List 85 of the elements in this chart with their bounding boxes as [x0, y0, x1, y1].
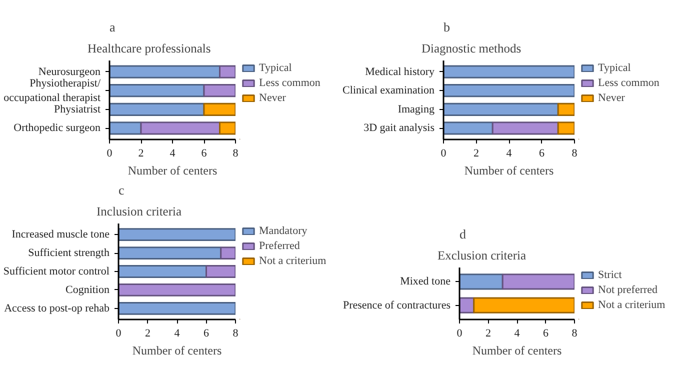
y-tick-label: Increased muscle tone	[12, 228, 110, 241]
chart-title: Exclusion criteria	[438, 248, 526, 262]
x-tick-label: 8	[572, 148, 578, 160]
x-tick-label: 6	[539, 148, 545, 160]
x-tick-label: 4	[174, 328, 180, 340]
y-tick-label: Sufficient strength	[28, 247, 110, 260]
legend-label: Not a criterium	[598, 299, 666, 311]
bar	[219, 122, 236, 135]
bar	[140, 122, 220, 135]
bar	[110, 84, 205, 98]
bar	[444, 102, 559, 116]
bar	[206, 265, 236, 278]
bar	[110, 102, 205, 116]
x-tick-label: 8	[232, 328, 239, 340]
bar	[219, 65, 236, 78]
legend-label: Typical	[598, 62, 631, 74]
chart-title: Inclusion criteria	[96, 204, 182, 218]
text: c	[118, 182, 124, 198]
x-tick-label: 0	[456, 328, 463, 340]
x-tick-label: 4	[506, 148, 512, 160]
y-tick-label: Clinical examination	[342, 84, 435, 97]
y-tick-label: Physiotherapist/ occupational therapist	[4, 77, 102, 104]
y-tick-label: Physiatrist	[54, 103, 101, 116]
x-tick-label: 4	[514, 328, 520, 340]
x-axis-title: Number of centers	[464, 164, 554, 178]
y-tick-label: Imaging	[398, 103, 435, 116]
bar	[110, 122, 142, 135]
bar	[118, 246, 222, 260]
chart-title: Healthcare professionals	[88, 42, 211, 56]
legend-label: Never	[598, 92, 625, 104]
bar	[473, 297, 574, 314]
legend-label: Strict	[598, 269, 622, 281]
legend-label: Preferred	[259, 240, 300, 252]
bar	[492, 122, 559, 135]
legend-label: Less common	[259, 77, 320, 89]
bar	[460, 274, 504, 290]
text: a	[110, 20, 116, 34]
x-tick-label: 8	[232, 148, 239, 160]
bar	[118, 265, 207, 278]
bar	[444, 84, 574, 98]
x-tick-label: 6	[201, 148, 208, 160]
x-tick-label: 2	[474, 148, 479, 160]
y-tick-label: Neurosurgeon	[38, 66, 101, 78]
x-axis-title: Number of centers	[472, 344, 562, 358]
bar	[118, 302, 236, 315]
x-tick-label: 8	[572, 328, 578, 340]
legend-label: Never	[259, 92, 286, 104]
y-tick-label: Sufficient motor control	[3, 266, 110, 278]
x-tick-label: 6	[204, 328, 210, 340]
legend-label: Less common	[598, 77, 660, 89]
bar	[444, 65, 574, 78]
legend-label: Mandatory	[259, 225, 308, 237]
bar	[118, 228, 236, 242]
bar	[110, 65, 220, 78]
legend-label: Not preferred	[598, 284, 658, 296]
text: d	[460, 226, 466, 242]
bar	[220, 246, 236, 260]
x-tick-label: 2	[145, 328, 150, 340]
bar	[557, 122, 574, 135]
text: b	[444, 20, 450, 34]
y-tick-label: 3D gait analysis	[364, 122, 435, 134]
x-tick-label: 0	[440, 148, 447, 160]
bar	[444, 122, 494, 135]
x-tick-label: 4	[170, 148, 176, 160]
y-tick-label: Cognition	[65, 284, 110, 296]
chart-title: Diagnostic methods	[422, 42, 522, 56]
bar	[203, 102, 236, 116]
bar	[203, 84, 236, 98]
y-tick-label: Access to post-op rehab	[4, 302, 110, 314]
y-tick-label: Orthopedic surgeon	[14, 122, 101, 134]
bar	[557, 102, 574, 116]
bar	[502, 274, 574, 290]
x-tick-label: 6	[543, 328, 549, 340]
x-axis-title: Number of centers	[132, 344, 222, 358]
x-tick-label: 2	[138, 148, 144, 160]
legend-label: Not a criterium	[259, 255, 326, 267]
y-tick-label: Presence of contractures	[343, 299, 451, 312]
y-tick-label: Medical history	[365, 66, 435, 78]
y-tick-label: Mixed tone	[400, 276, 451, 288]
x-axis-title: Number of centers	[128, 164, 218, 178]
x-tick-label: 2	[486, 328, 491, 340]
legend-label: Typical	[259, 62, 292, 74]
x-tick-label: 0	[106, 148, 113, 160]
x-tick-label: 0	[116, 328, 122, 340]
bar	[118, 283, 236, 296]
